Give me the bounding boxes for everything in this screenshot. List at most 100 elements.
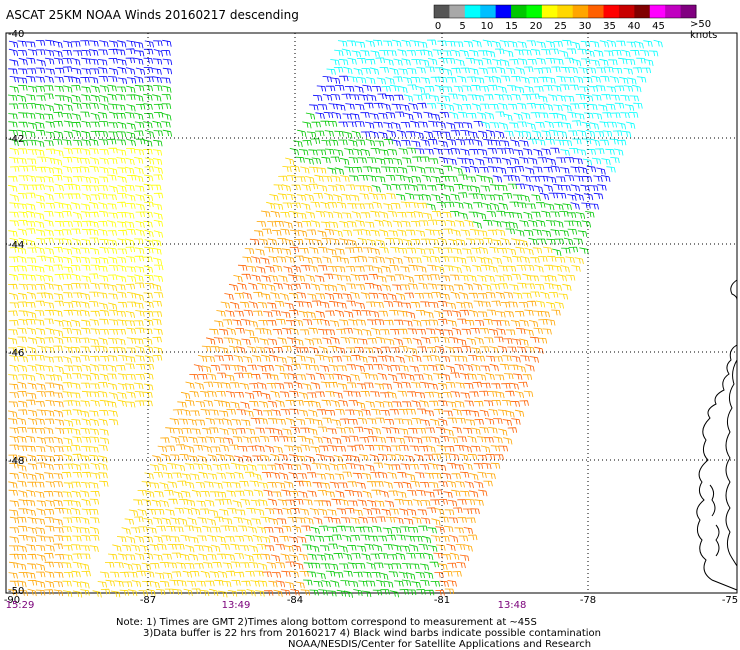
wind-barb — [18, 121, 28, 128]
wind-barb — [54, 365, 64, 373]
wind-barb — [153, 174, 163, 181]
wind-barb — [189, 536, 199, 544]
wind-barb — [26, 572, 36, 579]
wind-barb — [153, 230, 164, 238]
wind-barb — [183, 507, 193, 515]
wind-barb — [483, 257, 493, 265]
wind-barb — [27, 454, 37, 462]
wind-barb — [608, 59, 618, 66]
wind-barb — [200, 570, 210, 579]
wind-barb — [606, 86, 616, 93]
wind-barb — [365, 401, 375, 408]
wind-barb — [425, 229, 435, 236]
wind-barb — [126, 337, 137, 344]
wind-barb — [126, 194, 136, 202]
wind-barb — [538, 76, 548, 83]
wind-barb — [482, 39, 493, 47]
wind-barb — [161, 94, 172, 100]
wind-barb — [420, 93, 431, 100]
wind-barb — [9, 472, 19, 480]
wind-barb — [368, 374, 378, 381]
wind-barb — [297, 212, 307, 220]
wind-barb — [442, 211, 452, 218]
wind-barb — [153, 40, 163, 47]
wind-barb — [162, 129, 173, 137]
wind-barb — [225, 310, 235, 317]
wind-barb — [452, 408, 462, 416]
wind-barb — [35, 67, 46, 74]
wind-barb — [205, 580, 215, 587]
wind-barb — [116, 157, 126, 164]
wind-barb — [371, 167, 381, 174]
wind-barb — [258, 417, 268, 425]
wind-barb — [372, 525, 382, 533]
wind-barb — [17, 148, 28, 154]
wind-barb — [397, 247, 408, 254]
wind-barb — [126, 77, 137, 84]
wind-barb — [512, 292, 523, 299]
wind-barb — [489, 122, 500, 129]
longitude-label: -81 — [434, 595, 450, 606]
wind-barb — [266, 383, 276, 389]
wind-barb — [54, 427, 65, 435]
wind-barb — [305, 455, 315, 463]
wind-barb — [273, 446, 283, 454]
wind-barb — [98, 382, 108, 388]
wind-barb — [143, 518, 153, 525]
wind-barb — [71, 129, 82, 137]
wind-barb — [567, 111, 577, 119]
wind-barb — [303, 256, 313, 264]
wind-barb — [260, 516, 270, 523]
wind-barb — [428, 120, 438, 128]
wind-barb — [276, 318, 286, 325]
wind-barb — [416, 247, 426, 255]
wind-barb — [304, 338, 314, 346]
wind-barb — [378, 112, 388, 120]
wind-barb — [367, 319, 377, 326]
wind-barb — [110, 590, 121, 598]
wind-barb — [144, 239, 154, 247]
wind-barb — [372, 201, 382, 209]
wind-barb — [266, 283, 276, 292]
wind-barb — [533, 327, 543, 334]
wind-barb — [53, 309, 63, 317]
legend-swatch — [480, 5, 497, 18]
wind-barb — [438, 400, 448, 407]
wind-barb — [370, 247, 380, 255]
wind-barb — [36, 59, 46, 67]
wind-barb — [514, 130, 524, 138]
wind-barb — [43, 274, 54, 282]
wind-barb — [406, 572, 416, 580]
wind-barb — [580, 40, 591, 48]
wind-barb — [583, 193, 594, 201]
wind-barb — [152, 158, 163, 165]
wind-barb — [162, 67, 173, 75]
wind-barb — [343, 570, 353, 577]
wind-barb — [89, 273, 99, 280]
wind-barb — [444, 428, 454, 437]
wind-barb — [226, 570, 236, 577]
wind-barb — [414, 293, 424, 299]
wind-barb — [107, 274, 118, 281]
wind-barb — [117, 40, 127, 48]
wind-barb — [72, 156, 82, 164]
wind-barb — [461, 328, 472, 335]
wind-barb — [35, 201, 46, 209]
wind-barb — [371, 185, 381, 193]
wind-barb — [373, 462, 384, 469]
wind-barb — [443, 571, 453, 577]
wind-barb — [153, 130, 163, 137]
wind-barb — [454, 445, 464, 451]
wind-barb — [517, 121, 527, 128]
wind-barb — [545, 220, 556, 227]
wind-barb — [352, 229, 363, 236]
wind-barb — [153, 192, 164, 199]
wind-barb — [9, 516, 20, 524]
wind-barb — [27, 580, 38, 586]
wind-barb — [134, 320, 144, 326]
wind-barb — [612, 130, 623, 136]
wind-barb — [376, 579, 386, 587]
wind-barb — [18, 535, 28, 541]
wind-barb — [529, 275, 539, 282]
wind-barb — [355, 121, 365, 127]
